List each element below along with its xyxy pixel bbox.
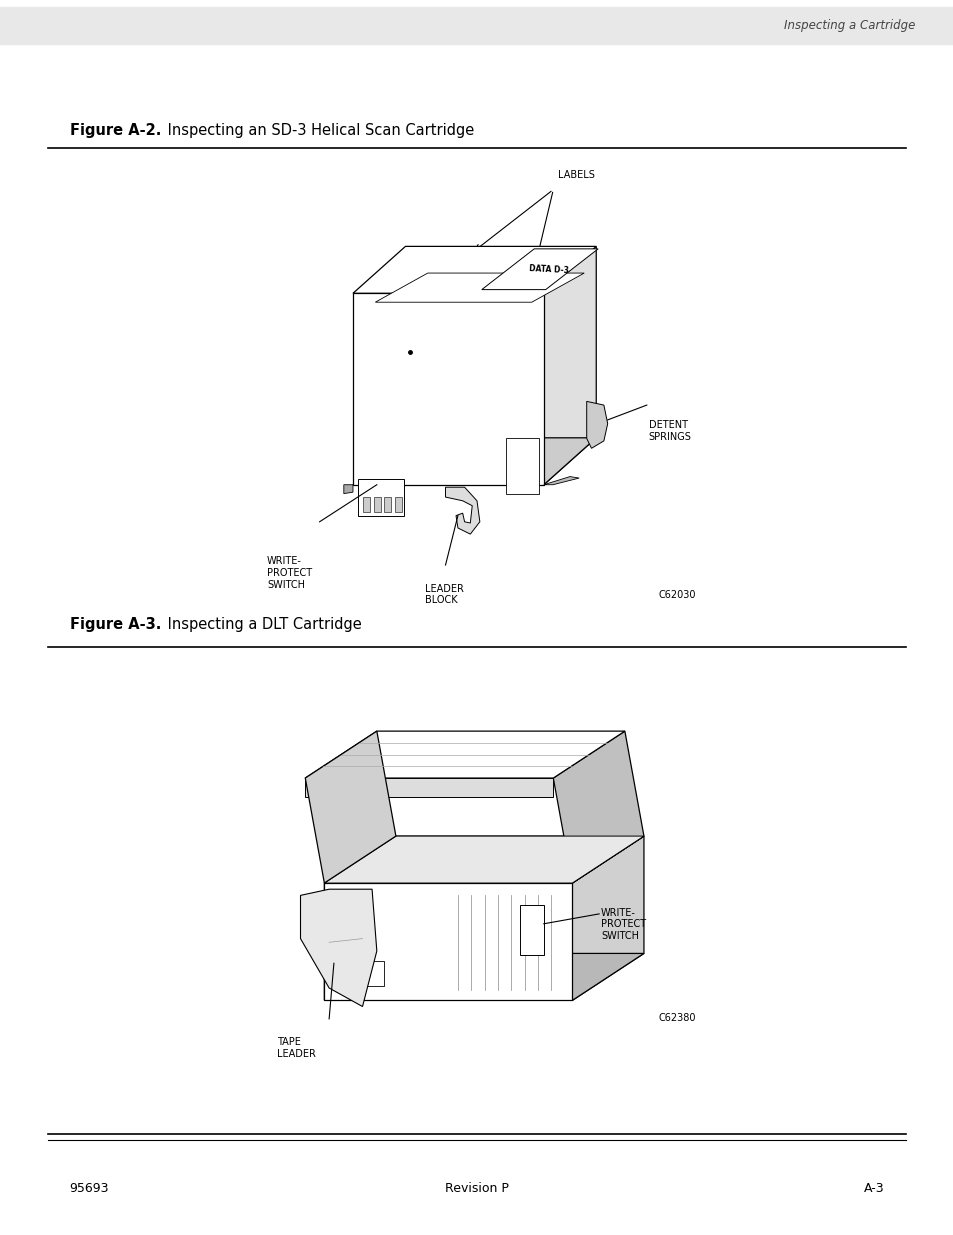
Polygon shape	[445, 487, 479, 535]
Text: Inspecting a Cartridge: Inspecting a Cartridge	[783, 20, 915, 32]
Polygon shape	[300, 889, 376, 1007]
Polygon shape	[543, 477, 578, 484]
Polygon shape	[353, 437, 596, 484]
Text: A-3: A-3	[862, 1182, 883, 1194]
Polygon shape	[305, 731, 624, 778]
Polygon shape	[553, 731, 643, 883]
Polygon shape	[543, 246, 596, 484]
Bar	[363, 496, 370, 513]
Polygon shape	[505, 438, 538, 494]
Text: LEADER
BLOCK: LEADER BLOCK	[424, 583, 463, 605]
Text: Revision P: Revision P	[445, 1182, 508, 1194]
Text: C62380: C62380	[658, 1013, 695, 1023]
Text: Inspecting an SD-3 Helical Scan Cartridge: Inspecting an SD-3 Helical Scan Cartridg…	[163, 124, 474, 138]
Text: C62030: C62030	[658, 589, 695, 600]
Bar	[519, 905, 543, 955]
Text: Figure A-3.: Figure A-3.	[70, 618, 161, 632]
Bar	[395, 496, 401, 513]
Polygon shape	[324, 836, 643, 883]
Polygon shape	[375, 273, 583, 303]
Text: WRITE-
PROTECT
SWITCH: WRITE- PROTECT SWITCH	[267, 557, 312, 589]
Polygon shape	[357, 479, 403, 516]
Polygon shape	[572, 836, 643, 1000]
Text: WRITE-
PROTECT
SWITCH: WRITE- PROTECT SWITCH	[600, 908, 645, 941]
Polygon shape	[343, 484, 353, 494]
Bar	[0, 7, 953, 44]
Polygon shape	[324, 836, 643, 883]
Bar	[367, 961, 384, 986]
Text: DATA D-3: DATA D-3	[528, 264, 569, 275]
Bar	[374, 496, 380, 513]
Polygon shape	[324, 883, 572, 1000]
Polygon shape	[324, 953, 643, 1000]
Text: Figure A-2.: Figure A-2.	[70, 124, 161, 138]
Polygon shape	[305, 778, 553, 797]
Text: Inspecting a DLT Cartridge: Inspecting a DLT Cartridge	[163, 618, 361, 632]
Polygon shape	[353, 246, 596, 293]
Text: TAPE
LEADER: TAPE LEADER	[276, 1037, 315, 1058]
Polygon shape	[305, 731, 395, 883]
Polygon shape	[324, 836, 395, 1000]
Polygon shape	[353, 293, 543, 484]
Polygon shape	[586, 401, 607, 448]
Polygon shape	[481, 248, 598, 290]
Text: LABELS: LABELS	[558, 169, 595, 180]
Text: 95693: 95693	[70, 1182, 109, 1194]
Text: DETENT
SPRINGS: DETENT SPRINGS	[648, 420, 691, 441]
Bar	[384, 496, 391, 513]
